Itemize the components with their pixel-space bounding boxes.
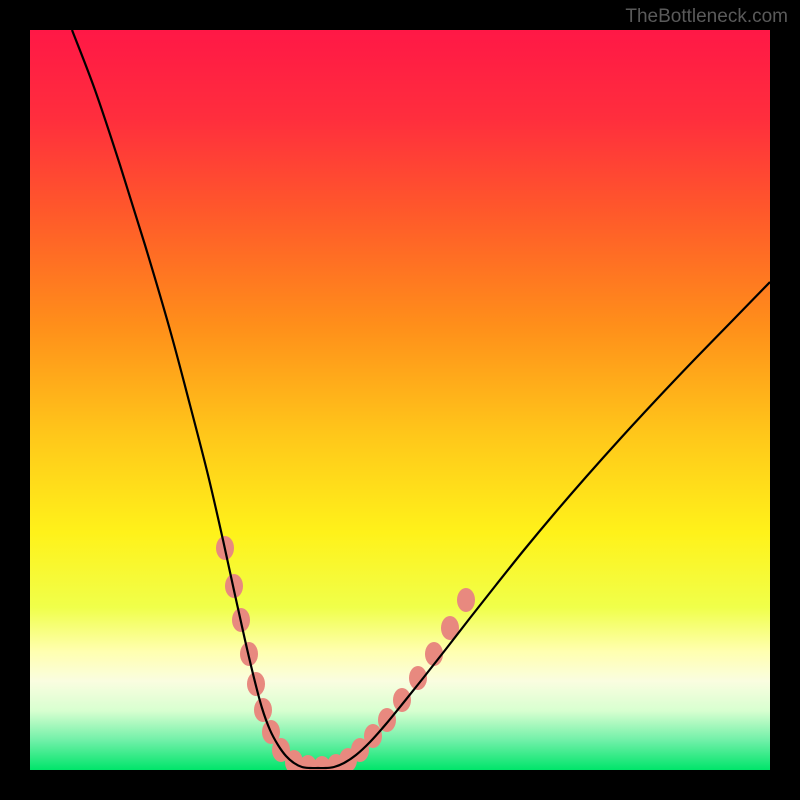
data-marker — [378, 708, 396, 732]
plot-area — [30, 30, 770, 770]
data-markers — [216, 536, 475, 770]
data-marker — [457, 588, 475, 612]
watermark-text: TheBottleneck.com — [625, 6, 788, 28]
data-marker — [425, 642, 443, 666]
curve-line — [72, 30, 770, 768]
bottleneck-curve — [30, 30, 770, 770]
data-marker — [393, 688, 411, 712]
